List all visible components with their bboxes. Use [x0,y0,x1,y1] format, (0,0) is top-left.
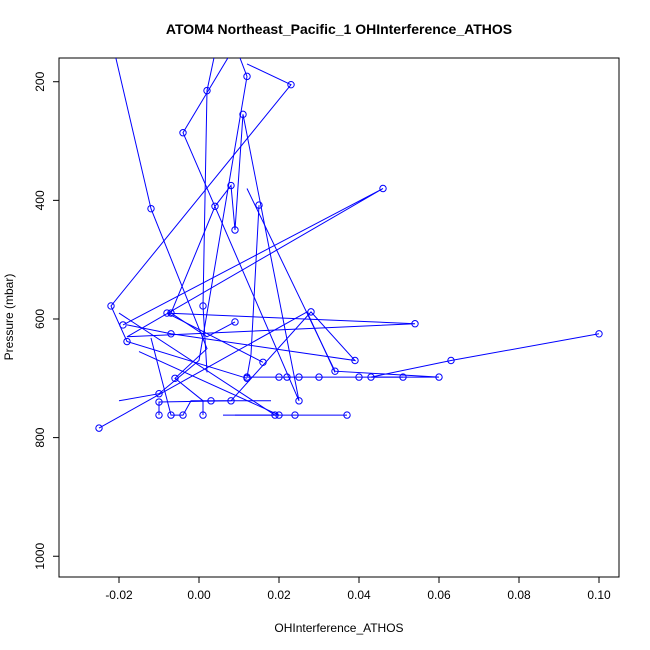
x-tick-label: 0.06 [427,588,451,602]
series-line-1 [115,58,208,416]
data-point [283,373,291,381]
series-line-8 [122,188,416,363]
data-point [243,72,251,81]
y-tick-label: 1000 [33,543,47,570]
series-line-6 [246,205,403,378]
data-point [163,309,171,317]
data-point [123,337,131,346]
data-point [295,397,303,405]
data-point [367,373,375,381]
data-point [243,373,251,381]
data-point [203,86,211,95]
y-tick-label: 600 [33,309,47,329]
plot-area: -0.02 0.00 0.02 0.04 0.06 0.08 0.10 200 400 600 80… [33,57,620,602]
data-point [155,390,163,398]
data-point [107,302,115,310]
series-line-3 [118,58,248,402]
y-tick-label: 200 [33,71,47,91]
data-point [211,202,219,210]
data-point [227,181,235,190]
series-line-10 [150,337,271,416]
data-point [275,373,283,381]
data-point [275,411,283,419]
data-point [355,373,363,381]
data-point [295,373,303,381]
data-point [447,356,455,365]
series-line-9 [126,311,357,416]
data-point [167,411,175,419]
data-point [231,226,239,234]
data-point [595,330,603,338]
data-point [147,204,155,213]
data-point [411,320,419,328]
data-point [199,411,207,419]
data-point [155,411,163,419]
data-point [179,129,187,137]
series-line-12 [98,311,336,429]
data-point [207,397,215,405]
y-tick-label: 800 [33,427,47,447]
data-point [291,411,299,419]
series-line-13 [138,351,280,416]
data-point [331,367,339,375]
data-point [435,373,443,381]
data-point [199,302,207,310]
x-tick-label: 0.08 [507,588,531,602]
data-point [119,321,127,329]
data-point [315,373,323,381]
data-point [179,411,187,419]
x-tick-label: 0.02 [267,588,291,602]
y-axis-title: Pressure (mbar) [2,274,16,361]
data-point [255,201,263,209]
data-point [239,110,247,119]
data-point [379,184,387,193]
data-point [155,398,163,406]
data-point [231,318,239,326]
data-point [351,356,359,365]
data-point [95,424,103,432]
series-line-4 [110,63,292,379]
x-tick-label: 0.04 [347,588,371,602]
data-point [287,80,295,89]
series-line-5 [170,58,300,401]
x-axis-title: OHInterference_ATHOS [274,621,403,635]
data-point [167,330,175,338]
plot-frame [58,57,620,578]
x-tick-label: -0.02 [105,588,133,602]
data-layer [95,58,603,432]
x-tick-label: 0.00 [187,588,211,602]
x-tick-label: 0.10 [587,588,611,602]
y-tick-label: 400 [33,190,47,210]
data-point [343,411,351,419]
data-point [307,308,315,316]
chart-title: ATOM4 Northeast_Pacific_1 OHInterference… [166,21,512,37]
